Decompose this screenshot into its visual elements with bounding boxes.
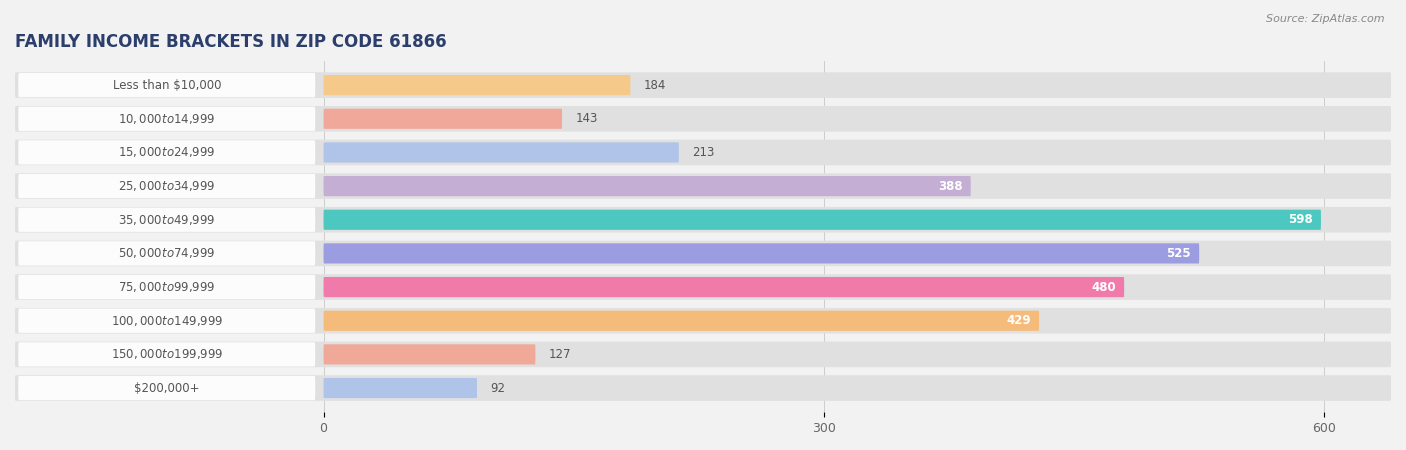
Text: 388: 388 [938, 180, 962, 193]
FancyBboxPatch shape [18, 174, 315, 198]
Text: Less than $10,000: Less than $10,000 [112, 79, 221, 92]
Text: $25,000 to $34,999: $25,000 to $34,999 [118, 179, 215, 193]
Text: $10,000 to $14,999: $10,000 to $14,999 [118, 112, 215, 126]
FancyBboxPatch shape [323, 210, 1322, 230]
Text: $200,000+: $200,000+ [134, 382, 200, 395]
FancyBboxPatch shape [18, 241, 315, 266]
FancyBboxPatch shape [323, 142, 679, 162]
Text: FAMILY INCOME BRACKETS IN ZIP CODE 61866: FAMILY INCOME BRACKETS IN ZIP CODE 61866 [15, 33, 447, 51]
FancyBboxPatch shape [323, 109, 562, 129]
FancyBboxPatch shape [15, 140, 1391, 165]
Text: Source: ZipAtlas.com: Source: ZipAtlas.com [1267, 14, 1385, 23]
FancyBboxPatch shape [15, 342, 1391, 367]
Text: $35,000 to $49,999: $35,000 to $49,999 [118, 213, 215, 227]
Text: 525: 525 [1166, 247, 1191, 260]
FancyBboxPatch shape [18, 140, 315, 165]
Text: 213: 213 [692, 146, 714, 159]
FancyBboxPatch shape [18, 309, 315, 333]
FancyBboxPatch shape [15, 173, 1391, 199]
FancyBboxPatch shape [15, 274, 1391, 300]
Text: 143: 143 [575, 112, 598, 125]
FancyBboxPatch shape [323, 277, 1125, 297]
Text: $50,000 to $74,999: $50,000 to $74,999 [118, 247, 215, 261]
Text: $150,000 to $199,999: $150,000 to $199,999 [111, 347, 224, 361]
FancyBboxPatch shape [15, 375, 1391, 401]
FancyBboxPatch shape [323, 378, 477, 398]
Text: 92: 92 [491, 382, 505, 395]
FancyBboxPatch shape [323, 310, 1039, 331]
FancyBboxPatch shape [18, 73, 315, 97]
FancyBboxPatch shape [15, 106, 1391, 131]
Text: 480: 480 [1091, 280, 1116, 293]
FancyBboxPatch shape [15, 72, 1391, 98]
FancyBboxPatch shape [18, 275, 315, 299]
FancyBboxPatch shape [18, 207, 315, 232]
FancyBboxPatch shape [18, 342, 315, 366]
FancyBboxPatch shape [18, 107, 315, 131]
Text: 598: 598 [1288, 213, 1313, 226]
Text: 184: 184 [644, 79, 666, 92]
Text: $15,000 to $24,999: $15,000 to $24,999 [118, 145, 215, 159]
FancyBboxPatch shape [15, 207, 1391, 233]
FancyBboxPatch shape [323, 75, 630, 95]
Text: $100,000 to $149,999: $100,000 to $149,999 [111, 314, 224, 328]
FancyBboxPatch shape [18, 376, 315, 400]
FancyBboxPatch shape [15, 241, 1391, 266]
FancyBboxPatch shape [323, 176, 970, 196]
Text: $75,000 to $99,999: $75,000 to $99,999 [118, 280, 215, 294]
FancyBboxPatch shape [15, 308, 1391, 333]
Text: 429: 429 [1007, 314, 1031, 327]
FancyBboxPatch shape [323, 243, 1199, 264]
Text: 127: 127 [548, 348, 571, 361]
FancyBboxPatch shape [323, 344, 536, 364]
